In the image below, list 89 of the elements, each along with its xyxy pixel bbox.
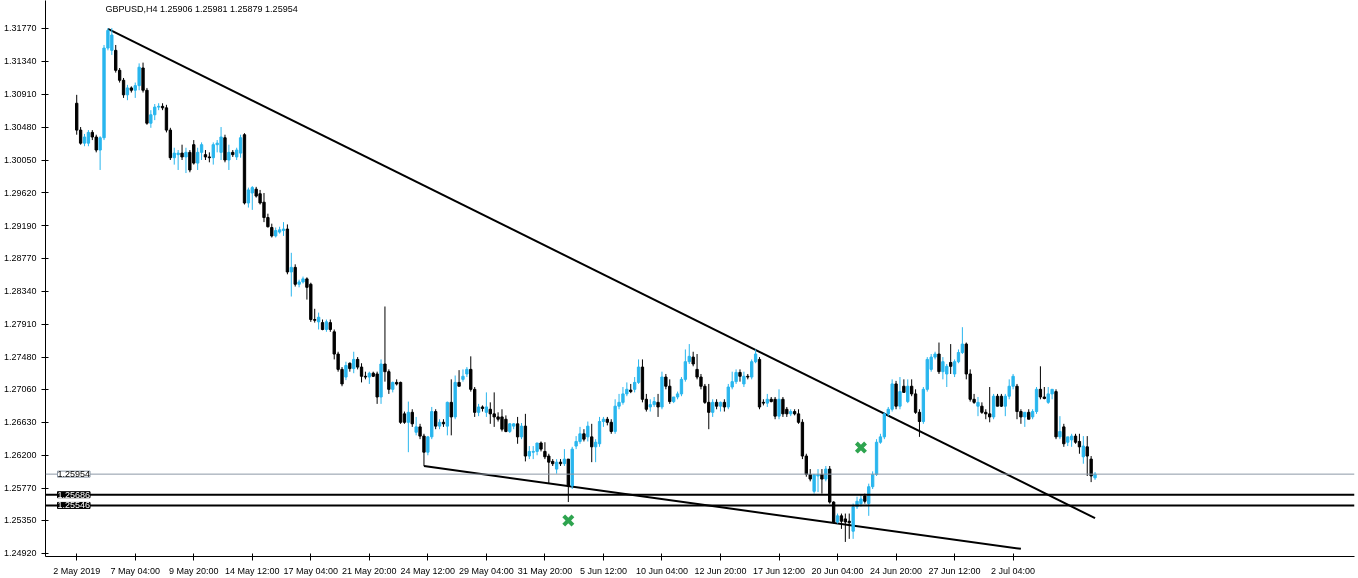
candlestick <box>902 378 906 393</box>
x-tick-label: 2 May 2019 <box>53 565 101 576</box>
candlestick <box>352 351 356 374</box>
y-tick-label: 1.27480 <box>3 352 37 363</box>
candlestick <box>500 408 504 432</box>
y-tick-label: 1.30910 <box>3 89 37 100</box>
candlestick <box>293 263 297 288</box>
candlestick <box>590 423 594 463</box>
candlestick <box>773 396 777 420</box>
ref-line-label: 1.25546 <box>57 500 91 511</box>
y-tick-label: 1.26200 <box>3 450 37 461</box>
x-tick-label: 12 Jun 20:00 <box>694 565 747 576</box>
candlestick <box>777 388 781 420</box>
y-tick-label: 1.30050 <box>3 155 37 166</box>
candlestick <box>211 141 215 166</box>
candlestick <box>707 383 711 430</box>
y-tick-label: 1.30480 <box>3 122 37 133</box>
candlestick <box>1034 386 1039 415</box>
candlestick <box>847 513 851 540</box>
candlestick <box>738 368 742 383</box>
x-tick-label: 9 May 20:00 <box>169 565 219 576</box>
candlestick <box>223 134 227 163</box>
candlestick <box>289 252 293 298</box>
x-tick-label: 2 Jul 04:00 <box>991 565 1036 576</box>
y-tick-label: 1.25350 <box>3 515 37 526</box>
candlestick <box>882 411 887 440</box>
candlestick <box>227 144 231 171</box>
y-tick-label: 1.29190 <box>3 220 37 231</box>
candlestick <box>219 126 223 161</box>
ref-line-label: 1.25686 <box>57 489 91 500</box>
x-tick-label: 5 Jun 12:00 <box>579 565 627 576</box>
chart-title: GBPUSD,H4 1.25906 1.25981 1.25879 1.25954 <box>105 3 298 14</box>
candlestick <box>668 378 672 405</box>
x-tick-label: 24 Jun 20:00 <box>870 565 923 576</box>
candlestick <box>843 513 848 543</box>
x-tick-label: 27 Jun 12:00 <box>928 565 981 576</box>
candlestick <box>1058 415 1062 440</box>
x-tick-label: 7 May 04:00 <box>110 565 160 576</box>
candlestick <box>726 383 730 410</box>
y-tick-label: 1.28340 <box>3 286 37 297</box>
x-tick-label: 29 May 04:00 <box>459 565 514 576</box>
candlestick <box>906 378 910 404</box>
candlestick <box>375 371 379 405</box>
candlestick <box>586 421 590 442</box>
candlestick <box>781 396 785 418</box>
y-tick-label: 1.25770 <box>3 483 37 494</box>
candlestick <box>461 368 465 383</box>
y-tick-label: 1.31340 <box>3 56 37 67</box>
candlestick <box>344 361 348 381</box>
candlestick <box>1062 423 1066 448</box>
candlestick <box>949 343 953 375</box>
candlestick <box>250 185 254 211</box>
candlestick <box>110 27 114 56</box>
candlestick <box>195 147 200 171</box>
x-tick-label: 31 May 20:00 <box>517 565 573 576</box>
x-tick-label: 20 Jun 04:00 <box>811 565 864 576</box>
y-tick-label: 1.28770 <box>3 253 37 264</box>
ref-line-label: 1.25954 <box>57 469 91 480</box>
candlestick <box>184 147 188 174</box>
x-tick-label: 10 Jun 04:00 <box>635 565 688 576</box>
candlestick <box>445 401 450 436</box>
x-tick-label: 21 May 20:00 <box>342 565 397 576</box>
candlestick <box>492 391 496 428</box>
y-tick-label: 1.24920 <box>3 548 37 559</box>
candlestick <box>894 380 898 410</box>
y-tick-label: 1.26630 <box>3 417 37 428</box>
x-tick-label: 17 May 04:00 <box>283 565 339 576</box>
candlestick <box>414 416 418 436</box>
candlestick <box>433 408 438 430</box>
candlestick <box>656 393 660 418</box>
y-tick-label: 1.31770 <box>3 23 37 34</box>
y-tick-label: 1.29620 <box>3 187 37 198</box>
candlestick <box>578 426 582 445</box>
y-tick-label: 1.27060 <box>3 384 37 395</box>
candlestick <box>246 187 251 209</box>
x-tick-label: 24 May 12:00 <box>400 565 456 576</box>
candlestick <box>898 376 902 410</box>
candlestick <box>976 396 980 417</box>
candlestick <box>937 342 941 375</box>
x-tick-label: 17 Jun 12:00 <box>752 565 806 576</box>
candlestick <box>457 369 461 387</box>
candlestick <box>1081 435 1086 465</box>
y-tick-label: 1.27910 <box>3 319 37 330</box>
candlestick <box>449 378 453 436</box>
candlestick <box>488 401 492 425</box>
candlestick <box>180 144 184 161</box>
x-tick-label: 14 May 12:00 <box>225 565 280 576</box>
candlestick <box>988 386 992 423</box>
candlestick <box>176 149 180 171</box>
